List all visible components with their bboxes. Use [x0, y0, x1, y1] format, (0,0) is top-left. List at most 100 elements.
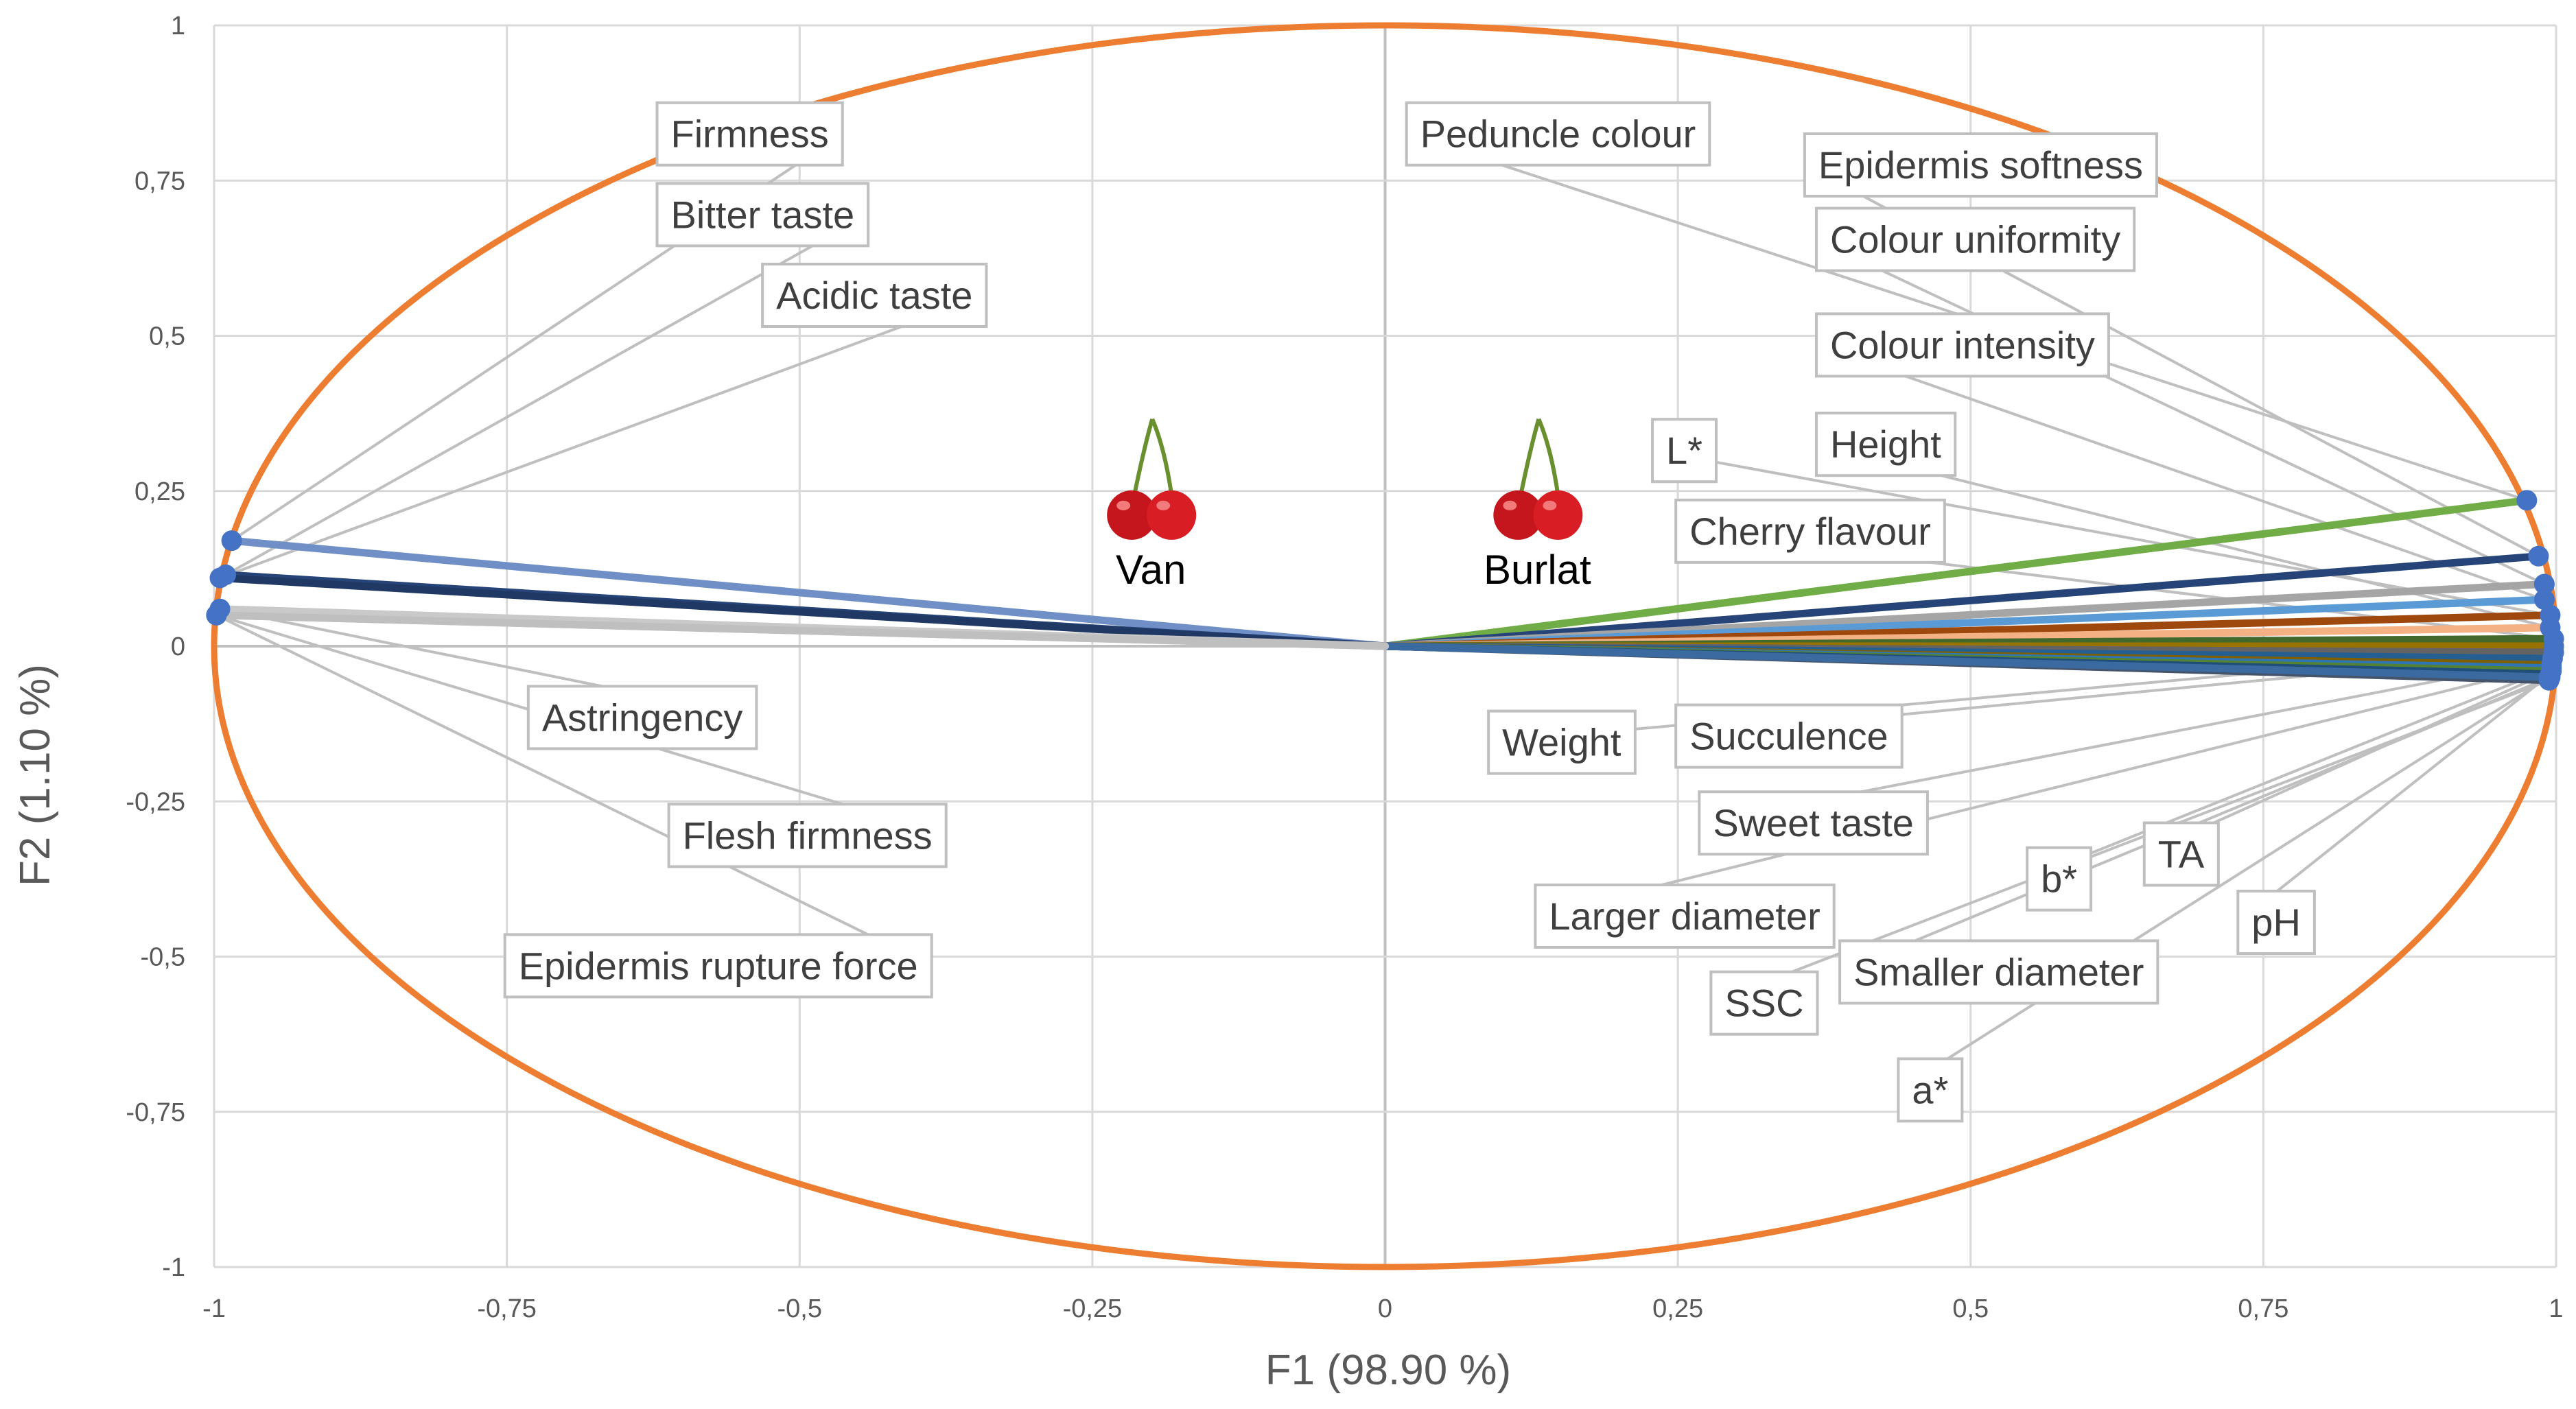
variable-label: Firmness [655, 101, 844, 167]
label-box [1534, 883, 1836, 949]
variable-label: Bitter taste [655, 182, 870, 248]
variable-label: Height [1814, 412, 1957, 477]
x-tick-label: -1 [202, 1294, 226, 1323]
label-text: Epidermis softness [1818, 143, 2143, 187]
label-text: Peduncle colour [1420, 113, 1696, 156]
leader-line [1652, 449, 2551, 617]
observation-label: Van [1116, 547, 1186, 593]
variable-label: Peduncle colour [1405, 101, 1711, 167]
label-box [503, 933, 933, 999]
variable-vector [1381, 496, 2531, 650]
x-tick-label: 0 [1378, 1294, 1392, 1323]
y-tick-label: 0,25 [134, 477, 185, 506]
variable-label: Epidermis rupture force [503, 933, 933, 999]
label-box [526, 685, 758, 750]
observation: Burlat [1484, 418, 1591, 593]
label-text: Weight [1502, 721, 1621, 764]
label-text: Colour intensity [1830, 323, 2095, 366]
variable-labels: Peduncle colour Epidermis softness Colour … [503, 101, 2316, 1123]
variable-label: Colour uniformity [1814, 206, 2136, 272]
label-text: Firmness [671, 113, 829, 156]
vector-endpoint [221, 530, 242, 552]
variable-vector [1381, 552, 2542, 650]
label-text: a* [1912, 1068, 1948, 1111]
variable-vector [228, 536, 1389, 650]
x-axis-title: F1 (98.90 %) [1265, 1347, 1511, 1394]
variable-label: Weight [1487, 709, 1637, 775]
label-box [1709, 970, 1819, 1036]
label-text: Bitter taste [671, 193, 855, 236]
label-box [1814, 312, 2110, 378]
label-text: L* [1666, 429, 1702, 472]
vector-endpoint [2538, 667, 2560, 688]
label-box [1897, 1057, 1964, 1123]
y-tick-label: 0,5 [149, 322, 185, 351]
observation-label: Burlat [1484, 547, 1591, 593]
label-box [1814, 206, 2136, 272]
label-box [655, 182, 870, 248]
y-tick-label: -1 [162, 1253, 185, 1282]
label-box [1838, 939, 2159, 1005]
vector-endpoint [206, 604, 227, 626]
observations: Van Burlat [1107, 418, 1591, 593]
label-box [1803, 132, 2158, 198]
x-tick-label: 0,75 [2238, 1294, 2288, 1323]
variable-label: Cherry flavour [1674, 498, 1946, 564]
label-box [655, 101, 844, 167]
y-tick-label: 0,75 [134, 167, 185, 196]
label-box [2142, 821, 2220, 887]
label-text: Cherry flavour [1689, 510, 1931, 553]
leader-line [1897, 676, 2550, 1091]
x-tick-label: -0,5 [777, 1294, 822, 1323]
x-tick-label: -0,75 [477, 1294, 537, 1323]
cherry-icon [1107, 418, 1197, 540]
y-axis-ticks: 1 0,75 0,5 0,25 0 -0,25 -0,5 -0,75 -1 [126, 12, 185, 1282]
variable-label: Astringency [526, 685, 758, 750]
label-box [761, 262, 988, 328]
label-box [1405, 101, 1711, 167]
variable-label: Succulence [1674, 703, 1904, 769]
label-box [2026, 846, 2093, 912]
variable-vectors [212, 496, 2558, 685]
variable-label: SSC [1709, 970, 1819, 1036]
leader-line [1534, 663, 2552, 918]
label-box [2236, 890, 2316, 956]
y-tick-label: -0,25 [126, 788, 185, 816]
label-text: Colour uniformity [1830, 218, 2120, 261]
leader-line [219, 294, 987, 580]
vector-endpoints [206, 490, 2564, 691]
variable-label: Epidermis softness [1803, 132, 2158, 198]
variable-label: Larger diameter [1534, 883, 1836, 949]
leader-line [215, 613, 933, 967]
label-box [1674, 703, 1904, 769]
variable-vector [216, 573, 1389, 650]
variable-label: Flesh firmness [667, 803, 948, 868]
variable-label: a* [1897, 1057, 1964, 1123]
label-text: SSC [1724, 982, 1803, 1025]
label-text: Flesh firmness [683, 814, 933, 857]
label-box [667, 803, 948, 868]
x-axis-ticks: -1 -0,75 -0,5 -0,25 0 0,25 0,5 0,75 1 [202, 1294, 2563, 1323]
variable-label: Smaller diameter [1838, 939, 2159, 1005]
variable-vector [1381, 642, 2553, 681]
y-tick-label: -0,75 [126, 1098, 185, 1127]
label-text: Epidermis rupture force [519, 944, 918, 987]
variable-label: TA [2142, 821, 2220, 887]
label-text: Succulence [1689, 715, 1888, 758]
label-text: Astringency [542, 696, 743, 739]
label-text: pH [2251, 901, 2301, 944]
label-box [1814, 412, 1957, 477]
x-tick-label: 1 [2549, 1294, 2563, 1323]
x-tick-label: -0,25 [1063, 1294, 1123, 1323]
variable-label: Colour intensity [1814, 312, 2110, 378]
variable-label: pH [2236, 890, 2316, 956]
label-text: Acidic taste [776, 274, 972, 317]
cherry-icon [1493, 418, 1583, 540]
x-tick-label: 0,5 [1952, 1294, 1989, 1323]
leader-line [1816, 344, 2545, 602]
variable-label: b* [2026, 846, 2093, 912]
label-box [1487, 709, 1637, 775]
variable-label: Acidic taste [761, 262, 988, 328]
vector-endpoint [2533, 589, 2555, 611]
